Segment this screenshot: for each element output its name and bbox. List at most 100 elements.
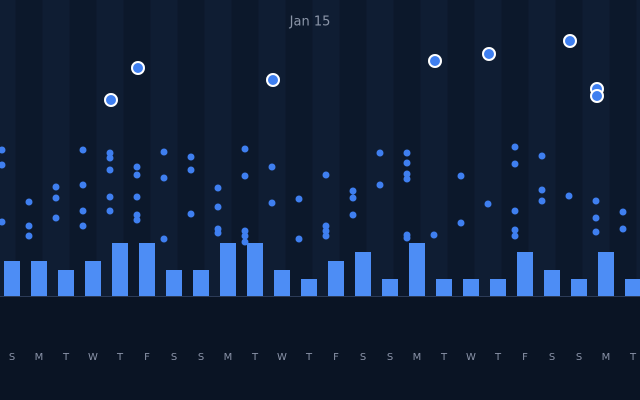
dot [349,187,357,195]
dot [25,232,33,240]
dot [160,235,168,243]
dot [322,222,330,230]
dot [457,219,465,227]
stripe [474,0,502,296]
dot [214,184,222,192]
dot [619,225,627,233]
x-tick-label: T [305,352,313,363]
stripe [42,0,70,296]
dot [79,181,87,189]
dot [133,216,141,224]
dot [295,235,303,243]
x-tick-label: M [602,352,611,363]
x-tick-label: S [198,352,204,363]
dot [160,148,168,156]
dot [403,149,411,157]
dot [241,238,249,246]
bar [463,279,479,296]
bar [4,261,20,296]
x-tick-label: M [35,352,44,363]
bar [193,270,209,296]
dot [538,152,546,160]
dot [52,214,60,222]
dot [25,198,33,206]
dot [187,210,195,218]
dot [403,175,411,183]
bar [328,261,344,296]
bar [544,270,560,296]
dot [106,207,114,215]
dot [403,170,411,178]
dot [160,174,168,182]
dot [79,146,87,154]
dot [484,200,492,208]
x-tick-label: T [62,352,70,363]
x-tick-label: M [224,352,233,363]
bar [598,252,614,296]
highlight-dot [131,61,145,75]
dot [511,232,519,240]
dot [52,183,60,191]
dot [241,227,249,235]
stripe [528,0,556,296]
dot [187,153,195,161]
dot [0,161,6,169]
stripe [582,0,610,296]
dot [214,229,222,237]
bar [220,243,236,296]
x-tick-label: M [413,352,422,363]
dot [349,211,357,219]
bar [409,243,425,296]
dot [538,197,546,205]
bar [355,252,371,296]
dot [268,199,276,207]
x-tick-label: S [9,352,15,363]
dot [241,145,249,153]
dot [538,186,546,194]
dot [25,222,33,230]
dot [0,146,6,154]
dot [376,149,384,157]
x-tick-label: T [251,352,259,363]
bar [571,279,587,296]
highlight-dot [428,54,442,68]
dot [619,208,627,216]
dot [322,232,330,240]
dot [79,222,87,230]
x-tick-label: S [549,352,555,363]
x-tick-label: S [387,352,393,363]
bar [85,261,101,296]
highlight-dot [563,34,577,48]
dot [295,195,303,203]
dot [241,172,249,180]
stripe [636,0,640,296]
dot [79,207,87,215]
bar [247,243,263,296]
highlight-dot [104,93,118,107]
dot [322,227,330,235]
x-tick-label: F [144,352,150,363]
bar [166,270,182,296]
dot [133,171,141,179]
dot [268,163,276,171]
dot [511,207,519,215]
dot [133,193,141,201]
dot [403,234,411,242]
x-tick-label: W [277,352,287,363]
bar [517,252,533,296]
x-tick-label: S [576,352,582,363]
bar [625,279,640,296]
dot [106,149,114,157]
dot [106,154,114,162]
x-tick-label: F [333,352,339,363]
bar [382,279,398,296]
x-tick-label: T [494,352,502,363]
x-tick-label: W [466,352,476,363]
bar [274,270,290,296]
highlight-dot [266,73,280,87]
dot [133,211,141,219]
dot [511,226,519,234]
dot [106,193,114,201]
